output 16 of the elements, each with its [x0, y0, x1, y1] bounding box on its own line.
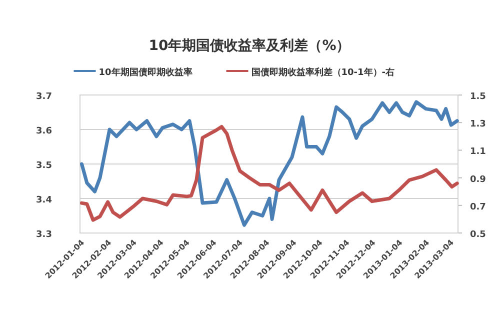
y-tick-label: 3.5 [36, 161, 52, 171]
legend-label: 10年期国债即期收益率 [98, 67, 192, 78]
y2-tick-label: 0.7 [470, 202, 486, 212]
y-tick-label: 3.6 [36, 126, 52, 136]
y2-tick-label: 0.9 [470, 174, 486, 185]
y-tick-label: 3.7 [36, 92, 52, 102]
y2-tick-label: 1.3 [470, 120, 486, 130]
line-series [80, 124, 459, 222]
y2-tick-label: 1.5 [470, 92, 486, 102]
y-tick-label: 3.3 [36, 230, 52, 240]
y-tick-label: 3.4 [36, 196, 52, 206]
line-series [80, 100, 459, 227]
y2-tick-label: 0.5 [470, 230, 486, 240]
y2-tick-label: 1.1 [470, 147, 486, 158]
legend-label: 国债即期收益率利差（10-1年）-右 [251, 67, 395, 78]
chart-title: 10年期国债收益率及利差（%） [148, 37, 350, 54]
